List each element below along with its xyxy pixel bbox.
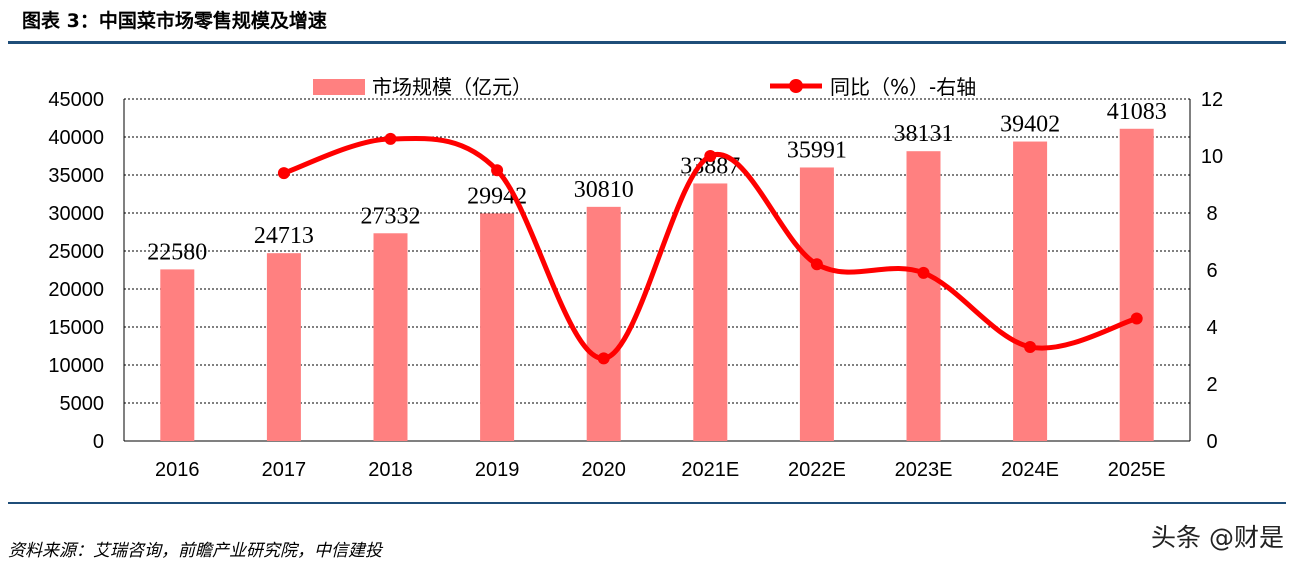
x-tick-label: 2023E xyxy=(895,459,953,481)
x-tick-label: 2025E xyxy=(1108,459,1166,481)
x-tick-label: 2018 xyxy=(368,459,413,481)
left-tick-label: 30000 xyxy=(48,203,104,225)
right-tick-label: 4 xyxy=(1206,317,1217,339)
right-tick-label: 12 xyxy=(1201,89,1223,111)
yoy-point xyxy=(491,164,504,177)
left-tick-label: 20000 xyxy=(48,279,104,301)
yoy-point xyxy=(384,132,397,145)
left-tick-label: 0 xyxy=(93,431,104,453)
bar-data-label: 24713 xyxy=(254,223,314,249)
left-tick-label: 15000 xyxy=(48,317,104,339)
x-tick-label: 2020 xyxy=(581,459,626,481)
x-tick-label: 2016 xyxy=(155,459,200,481)
legend-line-label: 同比（%）-右轴 xyxy=(830,75,976,99)
yoy-point xyxy=(704,150,717,162)
yoy-point xyxy=(277,167,290,180)
legend-bar-swatch xyxy=(313,79,365,95)
x-tick-label: 2021E xyxy=(681,459,739,481)
bar-data-label: 22580 xyxy=(147,239,207,265)
right-tick-label: 10 xyxy=(1201,146,1223,168)
bar-2025E xyxy=(1119,128,1154,441)
x-tick-label: 2017 xyxy=(262,459,307,481)
bar-2018 xyxy=(373,233,408,441)
yoy-point xyxy=(1024,340,1037,353)
yoy-line xyxy=(283,135,1138,361)
figure-title: 图表 3：中国菜市场零售规模及增速 xyxy=(22,10,327,32)
bar-2020 xyxy=(586,206,621,441)
yoy-point xyxy=(1130,312,1143,325)
watermark: 头条 @财是 xyxy=(1151,523,1284,552)
bar-2024E xyxy=(1013,141,1048,441)
bar-2016 xyxy=(160,269,195,441)
bar-2023E xyxy=(906,151,941,441)
x-tick-label: 2019 xyxy=(475,459,520,481)
yoy-point xyxy=(810,258,823,271)
left-tick-label: 40000 xyxy=(48,127,104,149)
right-tick-label: 6 xyxy=(1206,260,1217,282)
bar-data-label: 30810 xyxy=(574,177,634,203)
bar-data-label: 35991 xyxy=(787,137,847,163)
bar-data-label: 38131 xyxy=(894,121,954,147)
bar-2022E xyxy=(799,167,834,442)
source-note: 资料来源：艾瑞咨询，前瞻产业研究院，中信建投 xyxy=(8,541,382,561)
bottom-divider xyxy=(8,502,1286,504)
left-tick-label: 5000 xyxy=(60,393,105,415)
yoy-point xyxy=(597,352,610,365)
right-tick-label: 2 xyxy=(1206,374,1217,396)
title-divider xyxy=(8,41,1286,44)
left-tick-label: 35000 xyxy=(48,165,104,187)
x-tick-label: 2022E xyxy=(788,459,846,481)
left-tick-label: 45000 xyxy=(48,89,104,111)
left-tick-label: 10000 xyxy=(48,355,104,377)
yoy-point xyxy=(917,266,930,279)
right-tick-label: 8 xyxy=(1206,203,1217,225)
left-tick-label: 25000 xyxy=(48,241,104,263)
bar-2019 xyxy=(480,213,515,441)
legend-line-marker xyxy=(789,79,803,93)
legend-bar-label: 市场规模（亿元） xyxy=(372,75,532,99)
bar-data-label: 27332 xyxy=(361,203,421,229)
bar-2017 xyxy=(266,253,301,441)
x-tick-label: 2024E xyxy=(1001,459,1059,481)
right-tick-label: 0 xyxy=(1206,431,1217,453)
bar-2021E xyxy=(693,183,728,441)
bar-data-label: 39402 xyxy=(1000,112,1060,138)
bar-data-label: 41083 xyxy=(1107,99,1167,125)
